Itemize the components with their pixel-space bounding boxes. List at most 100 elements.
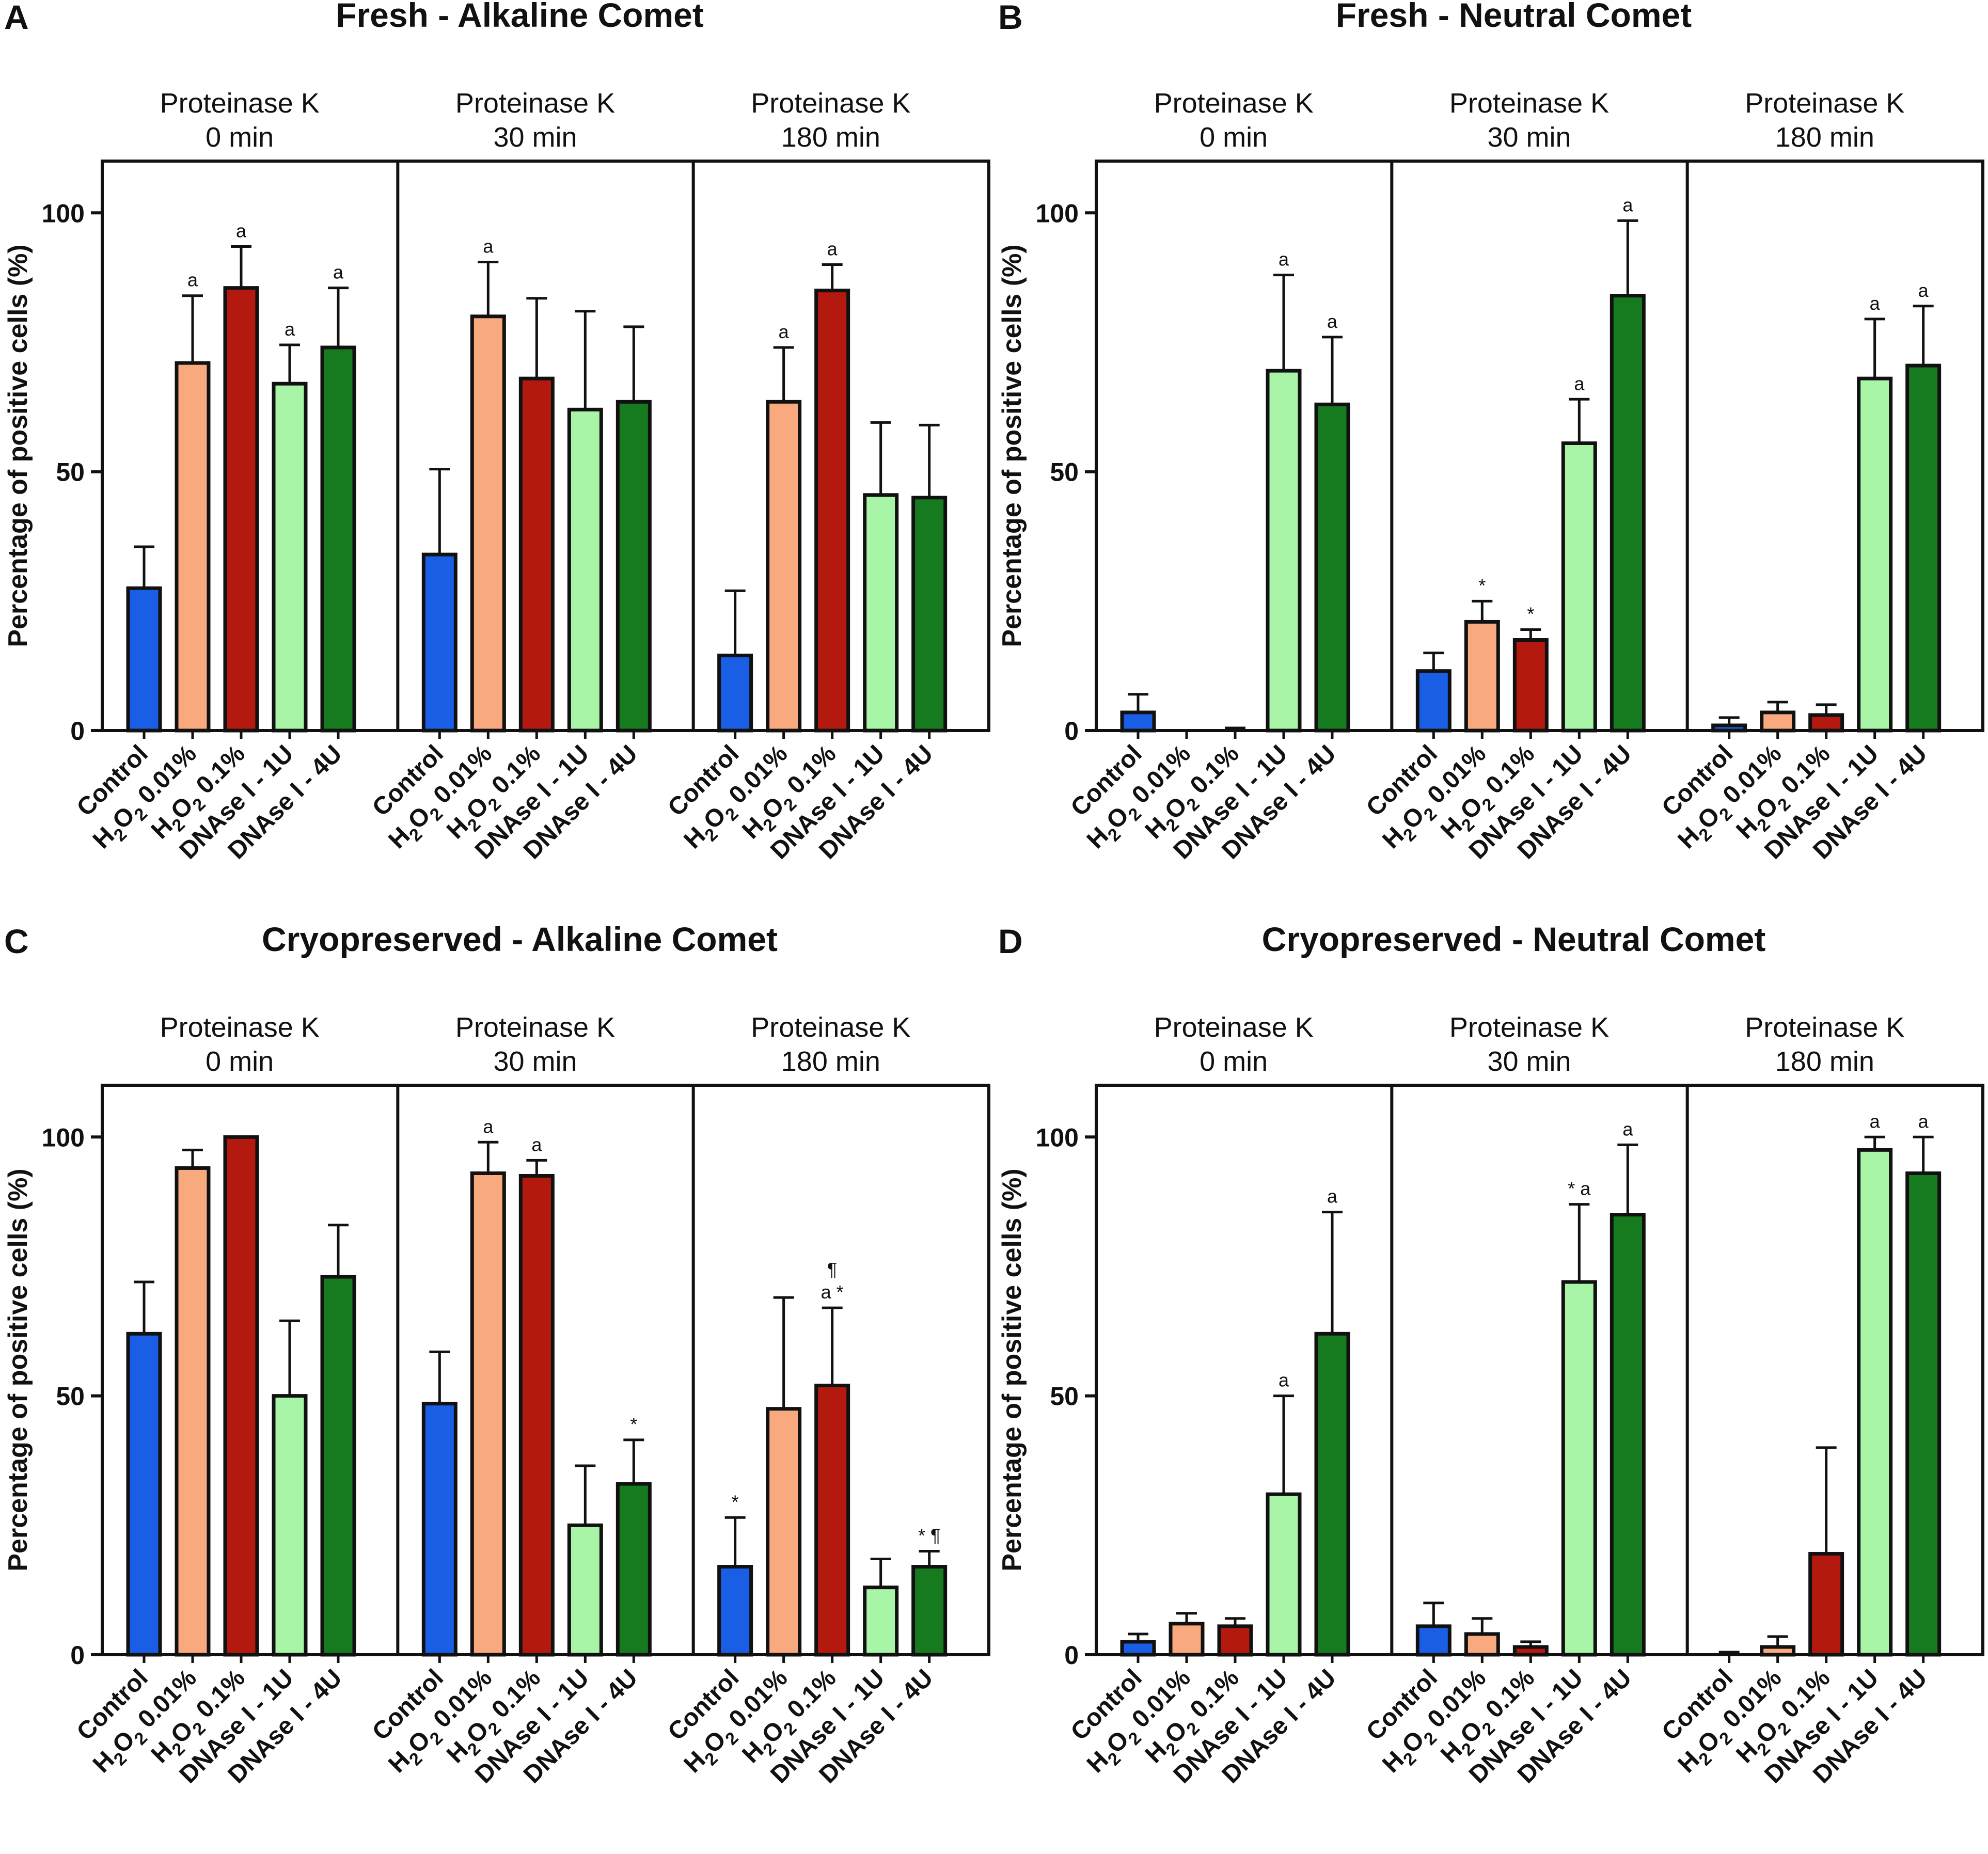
chart-title-c: Cryopreserved - Alkaline Comet bbox=[262, 920, 778, 958]
y-axis-label-a: Percentage of positive cells (%) bbox=[3, 244, 33, 647]
chart-title-d: Cryopreserved - Neutral Comet bbox=[1262, 920, 1766, 958]
chart-c: C Cryopreserved - Alkaline Comet Proteinas… bbox=[3, 920, 990, 1788]
group-label-c-2-line2: 180 min bbox=[781, 1046, 880, 1077]
bar-c-g2-h2o2-0-1-sig-top: ¶ bbox=[827, 1259, 837, 1280]
bar-c-g1-control bbox=[421, 1402, 457, 1657]
bar-a-g2-h2o2-0-1 bbox=[814, 289, 850, 733]
bar-d-g2-dnase-4u-sig: a bbox=[1918, 1111, 1929, 1132]
bar-a-g2-h2o2-0-01-sig: a bbox=[779, 321, 790, 342]
y-tick-label-a-1: 50 bbox=[56, 458, 85, 487]
y-tick-label-a-0: 0 bbox=[70, 717, 85, 746]
bar-b-g1-dnase-4u bbox=[1610, 294, 1646, 733]
bar-c-g2-h2o2-0-01 bbox=[766, 1407, 802, 1657]
y-axis-label-d: Percentage of positive cells (%) bbox=[997, 1168, 1027, 1571]
bar-b-g1-control bbox=[1415, 669, 1451, 733]
group-label-c-0-line1: Proteinase K bbox=[160, 1012, 320, 1043]
bar-a-g1-dnase-1u bbox=[567, 407, 603, 733]
bar-a-g1-control bbox=[421, 552, 457, 733]
bar-c-g0-h2o2-0-01 bbox=[175, 1166, 211, 1657]
bar-b-g0-dnase-4u-sig: a bbox=[1327, 311, 1338, 332]
panel-c: C Cryopreserved - Alkaline Comet Proteinas… bbox=[0, 920, 994, 1853]
bar-b-g1-dnase-1u-sig: a bbox=[1574, 373, 1585, 394]
bar-b-g1-h2o2-0-01-sig: * bbox=[1478, 575, 1486, 596]
bar-c-g2-h2o2-0-1-sig: a * bbox=[821, 1281, 844, 1303]
group-label-b-2-line2: 180 min bbox=[1775, 122, 1874, 153]
y-tick-label-b-2: 100 bbox=[1036, 199, 1079, 228]
group-label-a-1-line1: Proteinase K bbox=[455, 88, 615, 119]
bar-a-g2-dnase-4u bbox=[911, 496, 948, 733]
bar-d-g1-dnase-1u bbox=[1561, 1280, 1597, 1657]
bar-a-g0-h2o2-0-01 bbox=[175, 361, 211, 733]
bar-a-g1-dnase-4u bbox=[616, 400, 652, 733]
bar-d-g0-dnase-4u bbox=[1314, 1332, 1350, 1657]
group-label-a-1-line2: 30 min bbox=[493, 122, 577, 153]
bar-d-g1-control bbox=[1415, 1624, 1451, 1657]
bar-b-g0-dnase-1u bbox=[1266, 369, 1302, 733]
panel-d: D Cryopreserved - Neutral Comet Proteinase… bbox=[994, 920, 1988, 1853]
bar-c-g0-h2o2-0-1 bbox=[223, 1135, 259, 1657]
y-tick-label-c-1: 50 bbox=[56, 1382, 85, 1411]
group-label-a-2-line1: Proteinase K bbox=[751, 88, 910, 119]
bar-b-g2-dnase-4u bbox=[1905, 363, 1942, 733]
bar-a-g2-dnase-1u bbox=[863, 493, 899, 733]
group-label-a-0-line2: 0 min bbox=[206, 122, 274, 153]
bar-c-g1-h2o2-0-1-sig: a bbox=[531, 1134, 542, 1155]
bar-b-g2-dnase-1u bbox=[1857, 376, 1893, 733]
bar-b-g2-h2o2-0-1 bbox=[1808, 713, 1844, 733]
group-label-b-0-line1: Proteinase K bbox=[1154, 88, 1314, 119]
bar-c-g0-dnase-4u bbox=[320, 1275, 356, 1657]
group-label-b-1-line1: Proteinase K bbox=[1449, 88, 1609, 119]
bar-c-g1-h2o2-0-01 bbox=[470, 1171, 506, 1657]
y-tick-label-c-2: 100 bbox=[42, 1123, 85, 1152]
bar-c-g0-control bbox=[126, 1332, 162, 1657]
y-tick-label-d-2: 100 bbox=[1036, 1123, 1079, 1152]
panel-letter-b: B bbox=[998, 0, 1023, 36]
bar-d-g0-dnase-4u-sig: a bbox=[1327, 1186, 1338, 1207]
bar-d-g0-dnase-1u bbox=[1266, 1492, 1302, 1657]
bar-b-g0-control bbox=[1120, 710, 1156, 733]
bar-a-g0-dnase-4u bbox=[320, 345, 356, 733]
bar-a-g1-h2o2-0-1 bbox=[518, 376, 555, 733]
panel-letter-c: C bbox=[4, 922, 29, 960]
bar-c-g2-dnase-1u bbox=[863, 1586, 899, 1657]
group-label-c-0-line2: 0 min bbox=[206, 1046, 274, 1077]
bar-d-g2-h2o2-0-1 bbox=[1808, 1551, 1844, 1657]
group-label-b-0-line2: 0 min bbox=[1200, 122, 1268, 153]
bar-c-g1-dnase-4u bbox=[616, 1482, 652, 1657]
bar-a-g0-dnase-1u-sig: a bbox=[285, 319, 295, 340]
bar-a-g2-control bbox=[717, 654, 753, 733]
bar-a-g2-h2o2-0-1-sig: a bbox=[827, 239, 838, 260]
group-label-a-0-line1: Proteinase K bbox=[160, 88, 320, 119]
bar-d-g1-h2o2-0-01 bbox=[1464, 1632, 1500, 1657]
group-label-c-2-line1: Proteinase K bbox=[751, 1012, 910, 1043]
bar-d-g1-h2o2-0-1 bbox=[1512, 1645, 1549, 1657]
bar-a-g0-h2o2-0-1 bbox=[223, 286, 259, 733]
group-label-d-2-line1: Proteinase K bbox=[1745, 1012, 1904, 1043]
panel-letter-a: A bbox=[4, 0, 29, 36]
bar-d-g1-dnase-4u-sig: a bbox=[1622, 1118, 1633, 1139]
group-label-d-1-line1: Proteinase K bbox=[1449, 1012, 1609, 1043]
group-label-a-2-line2: 180 min bbox=[781, 122, 880, 153]
bar-b-g1-h2o2-0-01 bbox=[1464, 620, 1500, 733]
bar-d-g0-control bbox=[1120, 1640, 1156, 1657]
y-axis-label-c: Percentage of positive cells (%) bbox=[3, 1168, 33, 1571]
bar-c-g2-dnase-4u bbox=[911, 1565, 948, 1657]
group-label-b-2-line1: Proteinase K bbox=[1745, 88, 1904, 119]
bar-c-g0-dnase-1u bbox=[272, 1394, 308, 1657]
bar-a-g1-h2o2-0-01-sig: a bbox=[483, 236, 494, 257]
bar-a-g0-control bbox=[126, 586, 162, 733]
bar-b-g1-h2o2-0-1 bbox=[1512, 638, 1549, 733]
chart-title-a: Fresh - Alkaline Comet bbox=[336, 0, 704, 34]
group-label-d-2-line2: 180 min bbox=[1775, 1046, 1874, 1077]
group-label-c-1-line1: Proteinase K bbox=[455, 1012, 615, 1043]
bar-a-g1-h2o2-0-01 bbox=[470, 314, 506, 733]
y-tick-label-b-0: 0 bbox=[1064, 717, 1079, 746]
chart-d: D Cryopreserved - Neutral Comet Proteinase… bbox=[997, 920, 1984, 1788]
bar-c-g1-dnase-1u bbox=[567, 1523, 603, 1657]
bar-d-g0-h2o2-0-01 bbox=[1169, 1622, 1205, 1657]
y-tick-label-a-2: 100 bbox=[42, 199, 85, 228]
bar-a-g0-dnase-1u bbox=[272, 382, 308, 733]
